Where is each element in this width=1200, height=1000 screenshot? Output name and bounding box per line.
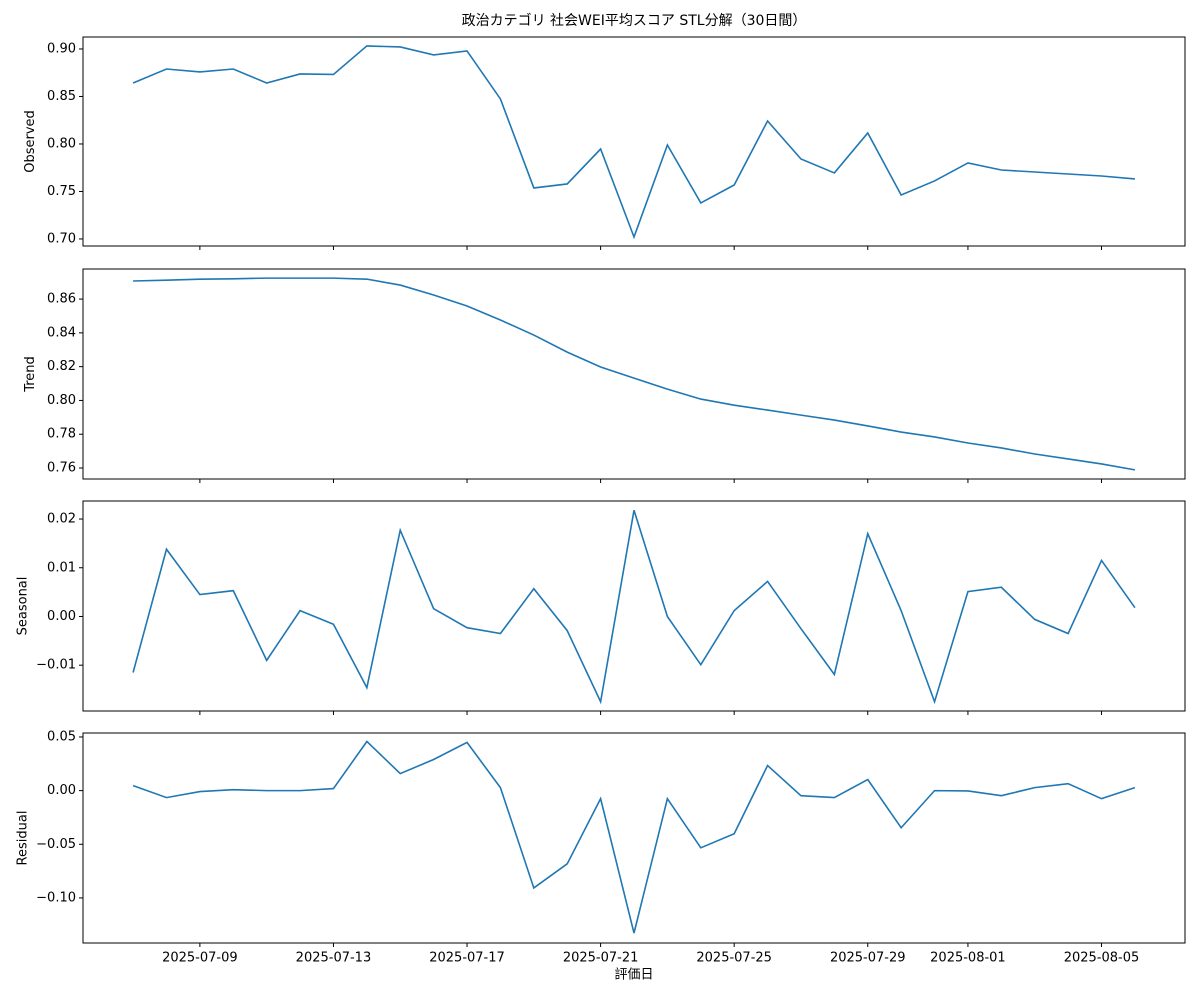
- y-tick-label: 0.05: [47, 729, 76, 744]
- y-tick-label: 0.00: [47, 609, 76, 624]
- y-axis-label: Seasonal: [16, 577, 31, 636]
- y-tick-label: 0.01: [47, 560, 76, 575]
- axes-frame: [82, 268, 1186, 480]
- x-tick-label: 2025-07-13: [296, 951, 372, 966]
- axes-frame: [82, 732, 1186, 944]
- y-tick-label: 0.85: [47, 89, 76, 104]
- x-tick-label: 2025-08-01: [930, 951, 1006, 966]
- y-tick-label: 0.82: [47, 359, 76, 374]
- x-tick-label: 2025-07-25: [696, 951, 772, 966]
- y-axis-label: Residual: [16, 811, 31, 866]
- y-tick-label: 0.02: [47, 512, 76, 527]
- y-tick-label: 0.00: [47, 783, 76, 798]
- data-line: [132, 740, 1136, 934]
- x-tick-label: 2025-07-29: [830, 951, 906, 966]
- data-line: [132, 45, 1135, 240]
- y-tick-label: 0.84: [47, 325, 76, 340]
- x-tick-label: 2025-07-09: [162, 951, 238, 966]
- y-tick-label: −0.01: [36, 658, 76, 673]
- y-tick-label: −0.10: [36, 890, 76, 905]
- x-axis-label: 評価日: [614, 968, 653, 983]
- data-line: [133, 277, 1136, 471]
- y-tick-label: 0.76: [47, 461, 76, 476]
- y-tick-label: 0.80: [47, 136, 76, 151]
- chart-title: 政治カテゴリ 社会WEI平均スコア STL分解（30日間）: [462, 12, 807, 29]
- y-tick-label: 0.70: [47, 231, 76, 246]
- y-tick-label: −0.05: [36, 837, 76, 852]
- axes-frame: [82, 36, 1186, 247]
- y-tick-label: 0.75: [47, 184, 76, 199]
- x-tick-label: 2025-08-05: [1064, 951, 1140, 966]
- y-tick-label: 0.80: [47, 393, 76, 408]
- y-tick-label: 0.78: [47, 427, 76, 442]
- x-tick-label: 2025-07-21: [563, 951, 639, 966]
- axes-frame: [82, 500, 1186, 712]
- y-axis-label: Trend: [23, 356, 38, 393]
- y-axis-label: Observed: [23, 110, 38, 173]
- y-tick-label: 0.86: [47, 292, 76, 307]
- x-tick-label: 2025-07-17: [429, 951, 505, 966]
- y-tick-label: 0.90: [47, 41, 76, 56]
- data-line: [132, 510, 1136, 705]
